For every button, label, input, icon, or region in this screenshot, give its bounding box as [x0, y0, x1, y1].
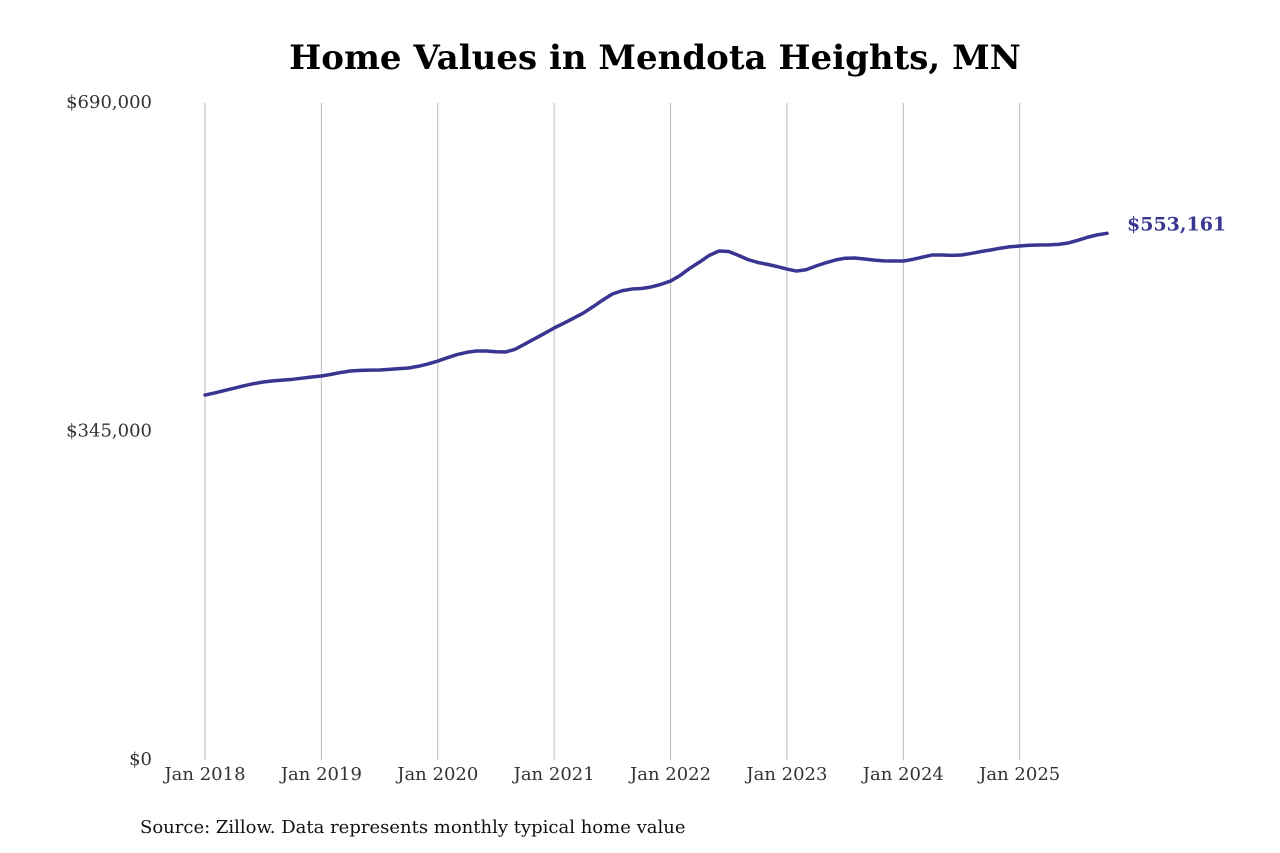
y-tick-label: $690,000: [66, 92, 152, 113]
x-tick-label: Jan 2019: [279, 764, 362, 785]
x-tick-label: Jan 2021: [512, 764, 595, 785]
x-tick-label: Jan 2023: [744, 764, 827, 785]
y-tick-label: $345,000: [66, 421, 152, 442]
x-tick-label: Jan 2025: [977, 764, 1060, 785]
source-note: Source: Zillow. Data represents monthly …: [140, 817, 686, 838]
chart-title: Home Values in Mendota Heights, MN: [289, 38, 1021, 78]
x-tick-label: Jan 2018: [162, 764, 245, 785]
y-tick-label: $0: [129, 749, 152, 770]
x-tick-label: Jan 2022: [628, 764, 711, 785]
data-line: [203, 231, 1109, 397]
x-tick-label: Jan 2020: [395, 764, 478, 785]
x-tick-label: Jan 2024: [861, 764, 944, 785]
value-label: $553,161: [1127, 213, 1226, 235]
